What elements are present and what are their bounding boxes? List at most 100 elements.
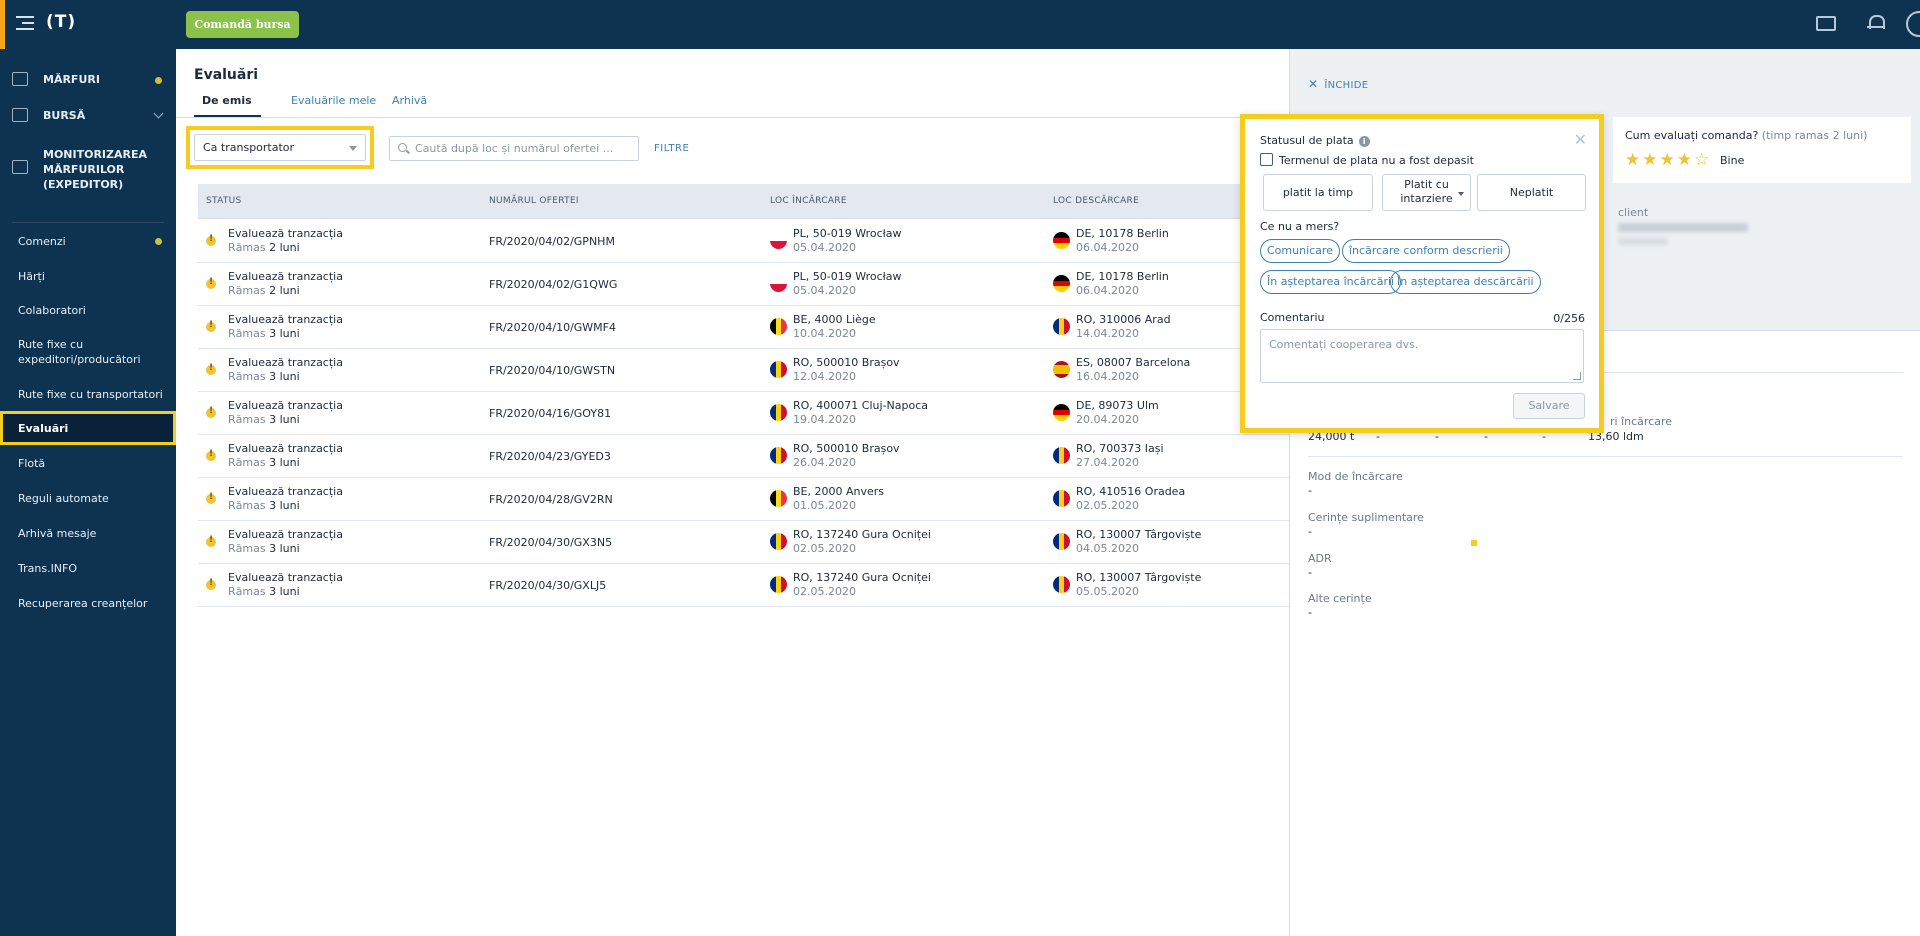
offer-number-cell[interactable]: FR/2020/04/23/GYED3	[489, 450, 611, 463]
offer-number-cell[interactable]: FR/2020/04/30/GXLJ5	[489, 579, 607, 592]
tab-my-evaluations[interactable]: Evaluările mele	[291, 94, 377, 107]
checkbox[interactable]	[1260, 153, 1273, 166]
offer-number-cell[interactable]: FR/2020/04/10/GWSTN	[489, 364, 616, 377]
warning-icon	[206, 277, 216, 289]
chip-communication[interactable]: Comunicare	[1260, 239, 1340, 263]
comment-textarea[interactable]: Comentați cooperarea dvs.	[1260, 329, 1584, 383]
loading-place-cell: RO, 500010 Brașov 26.04.2020	[793, 442, 900, 469]
star-icon[interactable]: ★	[1659, 150, 1675, 170]
sidebar-item-fixed-routes-forwarders[interactable]: Rute fixe cu expeditori/producători	[18, 338, 141, 366]
offer-number-cell[interactable]: FR/2020/04/28/GV2RN	[489, 493, 613, 506]
unloading-place-cell: RO, 310006 Arad 14.04.2020	[1076, 313, 1171, 340]
unloading-place-cell: RO, 130007 Târgoviște 04.05.2020	[1076, 528, 1202, 555]
close-icon: ✕	[1308, 77, 1319, 91]
tab-archive[interactable]: Arhivă	[392, 94, 428, 107]
load-meters-label: ri încărcare	[1610, 415, 1673, 428]
what-went-wrong-label: Ce nu a mers?	[1260, 220, 1340, 233]
popup-title: Statusul de plata i	[1260, 134, 1370, 147]
hamburger-menu-icon[interactable]	[16, 16, 34, 30]
status-cell: Evaluează tranzacția Rămas 3 luni	[228, 399, 343, 426]
sidebar-item-fixed-routes-carriers[interactable]: Rute fixe cu transportatori	[18, 388, 163, 401]
offer-number-cell[interactable]: FR/2020/04/10/GWMF4	[489, 321, 616, 334]
sidebar-item-debt-recovery[interactable]: Recuperarea creanțelor	[18, 597, 148, 610]
info-icon[interactable]: i	[1358, 136, 1370, 147]
status-cell: Evaluează tranzacția Rămas 2 luni	[228, 270, 343, 297]
sidebar-item-orders[interactable]: Comenzi	[0, 232, 176, 252]
sidebar-item-evaluations[interactable]: Evaluări	[0, 411, 176, 445]
status-cell: Evaluează tranzacția Rămas 3 luni	[228, 528, 343, 555]
other-requirements-label: Alte cerințe	[1308, 592, 1372, 605]
notification-dot	[155, 238, 162, 245]
sidebar-item-automatic-rules[interactable]: Reguli automate	[18, 492, 109, 505]
flag-pl-icon	[770, 275, 787, 292]
comment-label: Comentariu	[1260, 311, 1325, 324]
star-icon[interactable]: ☆	[1694, 150, 1710, 170]
payment-term-checkbox[interactable]: Termenul de plata nu a fost depasit	[1260, 153, 1474, 167]
bell-icon[interactable]	[1867, 15, 1885, 31]
top-bar: (T) Comandă bursa	[0, 0, 1920, 49]
chip-waiting-loading[interactable]: În așteptarea încărcării	[1260, 270, 1402, 294]
flag-ro-icon	[1053, 533, 1070, 550]
sidebar-item-transinfo[interactable]: Trans.INFO	[18, 562, 78, 575]
chip-loading-as-described[interactable]: încărcare conform descrierii	[1342, 239, 1510, 263]
unpaid-button[interactable]: Neplatit	[1477, 174, 1586, 211]
sidebar-item-exchange[interactable]: BURSĂ	[0, 105, 176, 127]
sidebar-item-tracking[interactable]: MONITORIZAREA MĂRFURILOR (EXPEDITOR)	[0, 147, 176, 193]
flag-ro-icon	[770, 361, 787, 378]
offer-number-cell[interactable]: FR/2020/04/16/GOY81	[489, 407, 612, 420]
offer-number-cell[interactable]: FR/2020/04/30/GX3N5	[489, 536, 613, 549]
sidebar-item-message-archive[interactable]: Arhivă mesaje	[18, 527, 97, 540]
client-label: client	[1618, 206, 1649, 219]
star-icon[interactable]: ★	[1625, 150, 1641, 170]
sidebar-item-maps[interactable]: Hărți	[18, 270, 45, 283]
popup-close-icon[interactable]: ✕	[1573, 130, 1587, 149]
paid-on-time-button[interactable]: platit la timp	[1263, 174, 1373, 211]
resize-handle[interactable]	[1573, 372, 1581, 380]
offer-number-cell[interactable]: FR/2020/04/02/G1QWG	[489, 278, 618, 291]
loading-place-cell: RO, 137240 Gura Ocniței 02.05.2020	[793, 528, 931, 555]
tab-to-issue[interactable]: De emis	[202, 94, 252, 107]
sidebar-item-goods[interactable]: MĂRFURI	[0, 69, 176, 91]
loading-place-cell: RO, 137240 Gura Ocniței 02.05.2020	[793, 571, 931, 598]
rating-question: Cum evaluați comanda? (timp ramas 2 luni…	[1625, 129, 1868, 142]
blurred-client-id	[1618, 238, 1668, 245]
flag-de-icon	[1053, 232, 1070, 249]
column-status: STATUS	[206, 196, 242, 206]
star-icon[interactable]: ★	[1642, 150, 1658, 170]
filters-link[interactable]: FILTRE	[654, 143, 690, 154]
flag-ro-icon	[770, 404, 787, 421]
rating-stars[interactable]: ★ ★ ★ ★ ☆	[1625, 150, 1711, 170]
star-icon[interactable]: ★	[1676, 150, 1692, 170]
sidebar-item-fleet[interactable]: Flotă	[18, 457, 46, 470]
paid-late-button[interactable]: Platit cu intarziere	[1382, 174, 1471, 211]
sidebar-item-collaborators[interactable]: Colaboratori	[18, 304, 86, 317]
avatar-icon[interactable]	[1906, 11, 1920, 37]
save-button[interactable]: Salvare	[1513, 393, 1585, 419]
flag-ro-icon	[1053, 318, 1070, 335]
caret-down-icon	[349, 146, 357, 151]
search-input[interactable]: Caută după loc și numărul ofertei ...	[389, 136, 639, 161]
chat-icon[interactable]	[1816, 16, 1836, 31]
role-select-highlight: Ca transportator	[186, 126, 374, 169]
offer-number-cell[interactable]: FR/2020/04/02/GPNHM	[489, 235, 615, 248]
section-divider	[1308, 372, 1903, 373]
logo[interactable]: (T)	[46, 12, 77, 32]
loading-mode-value: -	[1308, 484, 1312, 497]
search-icon	[398, 143, 407, 152]
payment-status-popup: Statusul de plata i ✕ Termenul de plata n…	[1240, 114, 1604, 433]
chip-waiting-unloading[interactable]: În așteptarea descărcării	[1390, 270, 1541, 294]
extra-requirements-value: -	[1308, 525, 1312, 538]
loading-place-cell: PL, 50-019 Wrocław 05.04.2020	[793, 270, 902, 297]
close-panel-link[interactable]: ✕ ÎNCHIDE	[1308, 77, 1369, 91]
exchange-order-button[interactable]: Comandă bursa	[186, 11, 299, 38]
role-select[interactable]: Ca transportator	[194, 134, 366, 161]
